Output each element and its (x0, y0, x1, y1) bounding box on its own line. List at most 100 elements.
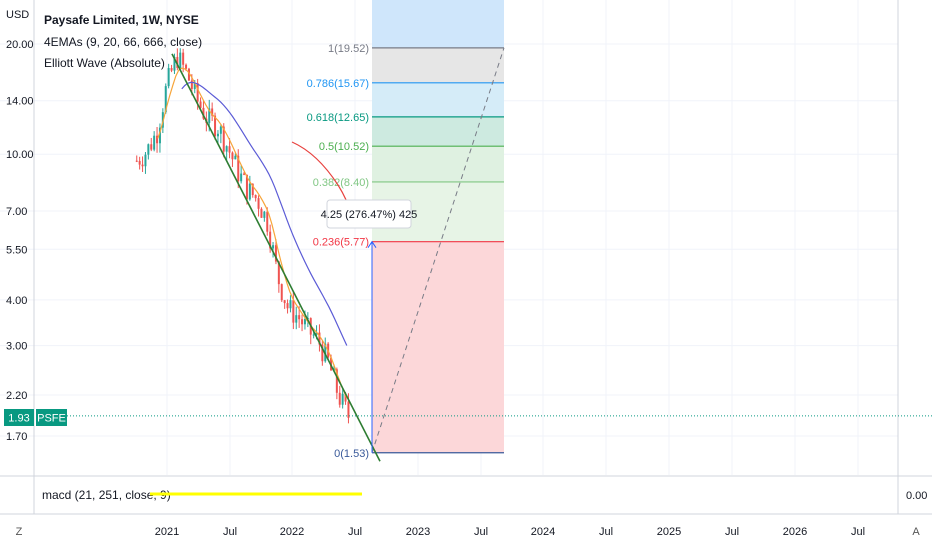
fib-zone (372, 241, 504, 453)
candle-body (167, 68, 170, 87)
candle-body (303, 318, 306, 325)
drawing-tools[interactable]: 4.25 (276.47%) 425 (171, 53, 418, 462)
fib-level-label: 0.5(10.52) (319, 141, 369, 153)
x-tick-label: Jul (223, 526, 237, 538)
candle-body (190, 80, 193, 89)
fib-level-label: 0.236(5.77) (313, 237, 369, 249)
indicator-emas-label[interactable]: 4EMAs (9, 20, 66, 666, close) (44, 35, 202, 49)
candle-body (315, 332, 318, 335)
x-tick-label: Jul (599, 526, 613, 538)
candle-body (225, 146, 228, 152)
candle-body (260, 208, 263, 218)
candle-body (176, 56, 179, 68)
candle-body (344, 393, 347, 402)
fib-level-label: 0(1.53) (334, 448, 369, 460)
x-tick-label: Jul (725, 526, 739, 538)
last-price-tag: 1.93 PSFE (4, 409, 67, 426)
x-tick-label: 2022 (280, 526, 304, 538)
candle-body (335, 369, 338, 393)
ema-20-line (181, 81, 348, 346)
measure-label-box (326, 199, 412, 229)
downtrend-line (171, 53, 381, 462)
macd-axis-value: 0.00 (906, 490, 927, 502)
candle-body (141, 164, 144, 167)
candle-body (248, 183, 251, 200)
candle-body (199, 101, 202, 108)
candle-body (179, 52, 182, 68)
candle-body (301, 319, 304, 325)
candle-body (295, 315, 298, 323)
fib-level-label: 0.382(8.40) (313, 177, 369, 189)
candle-body (286, 303, 289, 309)
candle-body (257, 198, 260, 209)
candle-body (245, 174, 248, 200)
candle-body (164, 86, 167, 113)
x-tick-label: 2026 (783, 526, 807, 538)
candle-body (272, 245, 275, 249)
candle-body (153, 135, 156, 150)
x-tick-label: Jul (474, 526, 488, 538)
y-tick-label: 1.70 (6, 431, 27, 443)
candle-body (318, 332, 321, 345)
candle-body (202, 107, 205, 119)
candle-body (280, 284, 283, 301)
chart-title: Paysafe Limited, 1W, NYSE (44, 13, 199, 27)
y-tick-label: 5.50 (6, 244, 27, 256)
candle-body (251, 183, 254, 196)
currency-label: USD (6, 9, 29, 21)
axes: 20.00 14.00 10.00 7.00 5.50 4.00 3.00 2.20 1.70 2… (0, 0, 932, 538)
fib-level-label: 0.618(12.65) (307, 112, 369, 124)
auto-scale-button[interactable]: A (912, 526, 920, 538)
candle-body (219, 126, 222, 134)
fib-zone (372, 0, 504, 48)
ticker-label: PSFE (37, 413, 66, 425)
fib-zone (372, 47, 504, 83)
candle-body (211, 108, 214, 116)
candle-body (222, 126, 225, 152)
candle-body (158, 127, 161, 144)
candle-body (231, 152, 234, 160)
measure-label: 4.25 (276.47%) 425 (321, 209, 418, 221)
fib-level-label: 1(19.52) (328, 43, 369, 55)
macd-pane[interactable]: macd (21, 251, close, 9) 0.00 (42, 488, 927, 502)
ticker-box (36, 409, 67, 426)
y-tick-label: 2.20 (6, 390, 27, 402)
ema-9-line (157, 67, 348, 399)
legend-overlay: USD Paysafe Limited, 1W, NYSE 4EMAs (9, … (6, 9, 202, 70)
y-tick-label: 7.00 (6, 206, 27, 218)
candle-body (234, 155, 237, 160)
y-tick-label: 4.00 (6, 295, 27, 307)
candle-body (228, 146, 231, 153)
candle-body (150, 144, 153, 150)
candle-body (144, 154, 147, 167)
x-tick-label: 2025 (657, 526, 681, 538)
y-tick-label: 10.00 (6, 149, 34, 161)
indicator-elliott-label[interactable]: Elliott Wave (Absolute) (44, 56, 165, 70)
candle-body (208, 108, 211, 123)
x-tick-label: 2021 (155, 526, 179, 538)
candle-body (277, 261, 280, 285)
candle-body (156, 135, 159, 144)
candle-body (274, 245, 277, 262)
candle-body (193, 83, 196, 89)
candle-body (312, 334, 315, 336)
y-tick-label: 20.00 (6, 39, 34, 51)
timezone-button[interactable]: Z (16, 526, 23, 538)
candle-body (216, 133, 219, 137)
last-price-value: 1.93 (8, 413, 29, 425)
candle-body (347, 401, 350, 418)
x-tick-label: Jul (851, 526, 865, 538)
fibonacci-retracement[interactable]: 1(19.52) 0.786(15.67) 0.618(12.65) 0.5(10.5… (307, 0, 505, 460)
candle-body (338, 392, 341, 405)
candle-body (196, 83, 199, 102)
candle-body (266, 211, 269, 232)
candle-body (237, 155, 240, 182)
candle-body (182, 52, 185, 65)
candle-body (341, 393, 344, 405)
macd-label[interactable]: macd (21, 251, close, 9) (42, 488, 171, 502)
candle-body (254, 195, 257, 199)
candle-body (214, 115, 217, 137)
fib-zone (372, 116, 504, 147)
